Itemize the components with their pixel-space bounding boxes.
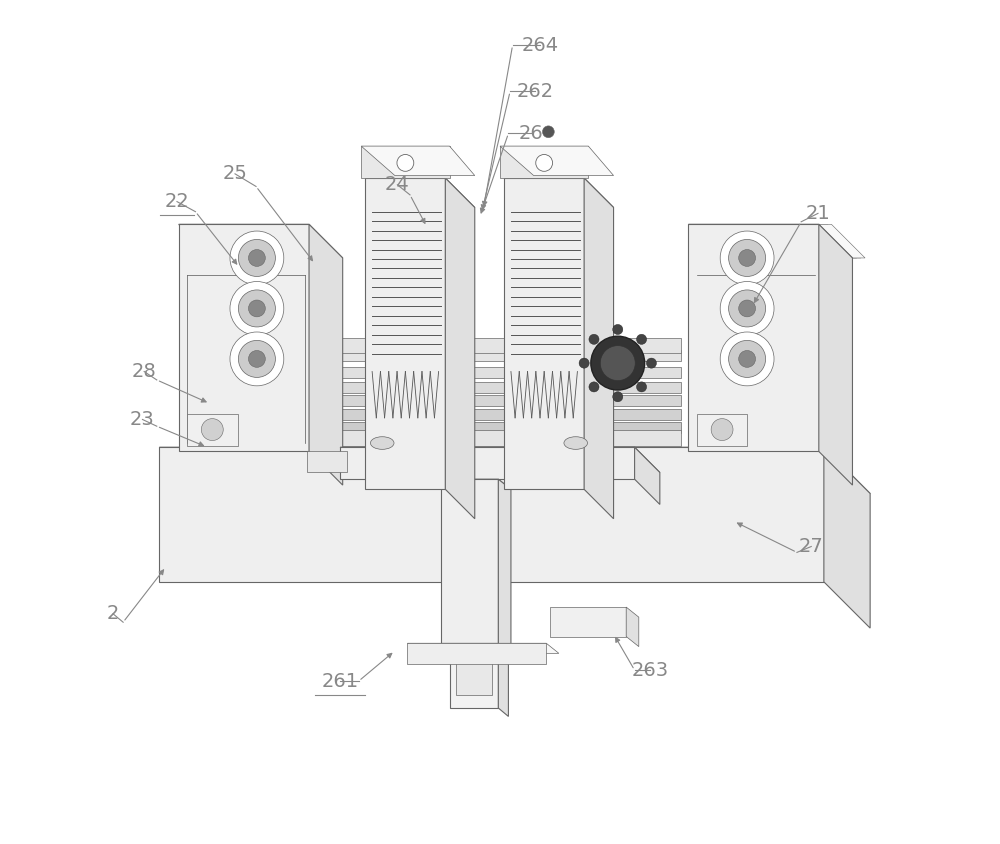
- Polygon shape: [456, 615, 492, 695]
- Text: 2: 2: [107, 604, 119, 624]
- Polygon shape: [498, 607, 508, 717]
- Circle shape: [579, 358, 589, 368]
- Polygon shape: [315, 367, 681, 378]
- Circle shape: [613, 392, 623, 402]
- Polygon shape: [441, 479, 511, 490]
- Polygon shape: [550, 607, 626, 636]
- Circle shape: [646, 358, 656, 368]
- Text: 25: 25: [223, 165, 247, 183]
- Circle shape: [589, 381, 599, 392]
- Circle shape: [729, 340, 766, 377]
- Polygon shape: [500, 146, 614, 176]
- Circle shape: [711, 419, 733, 441]
- Polygon shape: [315, 338, 681, 353]
- Text: 22: 22: [165, 192, 189, 211]
- Circle shape: [739, 250, 756, 267]
- Polygon shape: [824, 447, 870, 628]
- Text: 27: 27: [799, 537, 824, 556]
- Circle shape: [729, 290, 766, 327]
- Polygon shape: [361, 146, 475, 176]
- Circle shape: [637, 334, 647, 344]
- Text: 262: 262: [517, 82, 554, 101]
- Polygon shape: [187, 414, 238, 446]
- Ellipse shape: [370, 436, 394, 449]
- Circle shape: [720, 282, 774, 335]
- Circle shape: [248, 350, 265, 367]
- Circle shape: [248, 250, 265, 267]
- Circle shape: [230, 282, 284, 335]
- Polygon shape: [315, 350, 681, 361]
- Circle shape: [201, 419, 223, 441]
- Polygon shape: [445, 178, 475, 519]
- Circle shape: [720, 332, 774, 386]
- Circle shape: [637, 381, 647, 392]
- Polygon shape: [315, 381, 681, 392]
- Polygon shape: [340, 447, 635, 479]
- Circle shape: [729, 240, 766, 277]
- Circle shape: [591, 336, 645, 390]
- Text: 23: 23: [130, 410, 155, 429]
- Circle shape: [238, 240, 275, 277]
- Text: 263: 263: [631, 661, 668, 679]
- Polygon shape: [315, 430, 681, 446]
- Polygon shape: [504, 178, 614, 208]
- Polygon shape: [819, 225, 852, 485]
- Polygon shape: [450, 607, 498, 708]
- Text: 261: 261: [322, 672, 359, 690]
- Circle shape: [238, 290, 275, 327]
- Polygon shape: [159, 447, 824, 582]
- Polygon shape: [688, 225, 819, 452]
- Circle shape: [238, 340, 275, 377]
- Polygon shape: [697, 225, 861, 258]
- Circle shape: [589, 334, 599, 344]
- Circle shape: [536, 154, 553, 171]
- Polygon shape: [179, 225, 343, 258]
- Polygon shape: [315, 409, 681, 420]
- Polygon shape: [179, 225, 309, 452]
- Polygon shape: [365, 178, 445, 490]
- Text: 264: 264: [522, 35, 559, 55]
- Text: 21: 21: [806, 204, 830, 223]
- Circle shape: [613, 324, 623, 334]
- Polygon shape: [340, 447, 660, 473]
- Ellipse shape: [564, 436, 587, 449]
- Polygon shape: [407, 643, 546, 664]
- Polygon shape: [697, 414, 747, 446]
- Circle shape: [739, 300, 756, 316]
- Polygon shape: [504, 178, 584, 490]
- Circle shape: [600, 345, 635, 381]
- Polygon shape: [498, 479, 511, 653]
- Circle shape: [248, 300, 265, 316]
- Circle shape: [542, 126, 554, 138]
- Polygon shape: [309, 225, 343, 485]
- Polygon shape: [407, 643, 559, 653]
- Polygon shape: [584, 178, 614, 519]
- Circle shape: [230, 231, 284, 285]
- Text: 28: 28: [132, 362, 157, 381]
- Polygon shape: [693, 225, 857, 258]
- Circle shape: [739, 350, 756, 367]
- Polygon shape: [307, 452, 347, 473]
- Text: 24: 24: [385, 176, 410, 194]
- Circle shape: [397, 154, 414, 171]
- Polygon shape: [626, 607, 639, 647]
- Polygon shape: [635, 447, 660, 505]
- Polygon shape: [159, 447, 870, 494]
- Polygon shape: [361, 146, 450, 178]
- Text: 26: 26: [519, 124, 544, 143]
- Polygon shape: [315, 422, 681, 433]
- Polygon shape: [701, 225, 865, 258]
- Polygon shape: [688, 225, 852, 258]
- Polygon shape: [441, 479, 498, 643]
- Polygon shape: [500, 146, 588, 178]
- Circle shape: [230, 332, 284, 386]
- Circle shape: [720, 231, 774, 285]
- Polygon shape: [365, 178, 475, 208]
- Polygon shape: [315, 395, 681, 406]
